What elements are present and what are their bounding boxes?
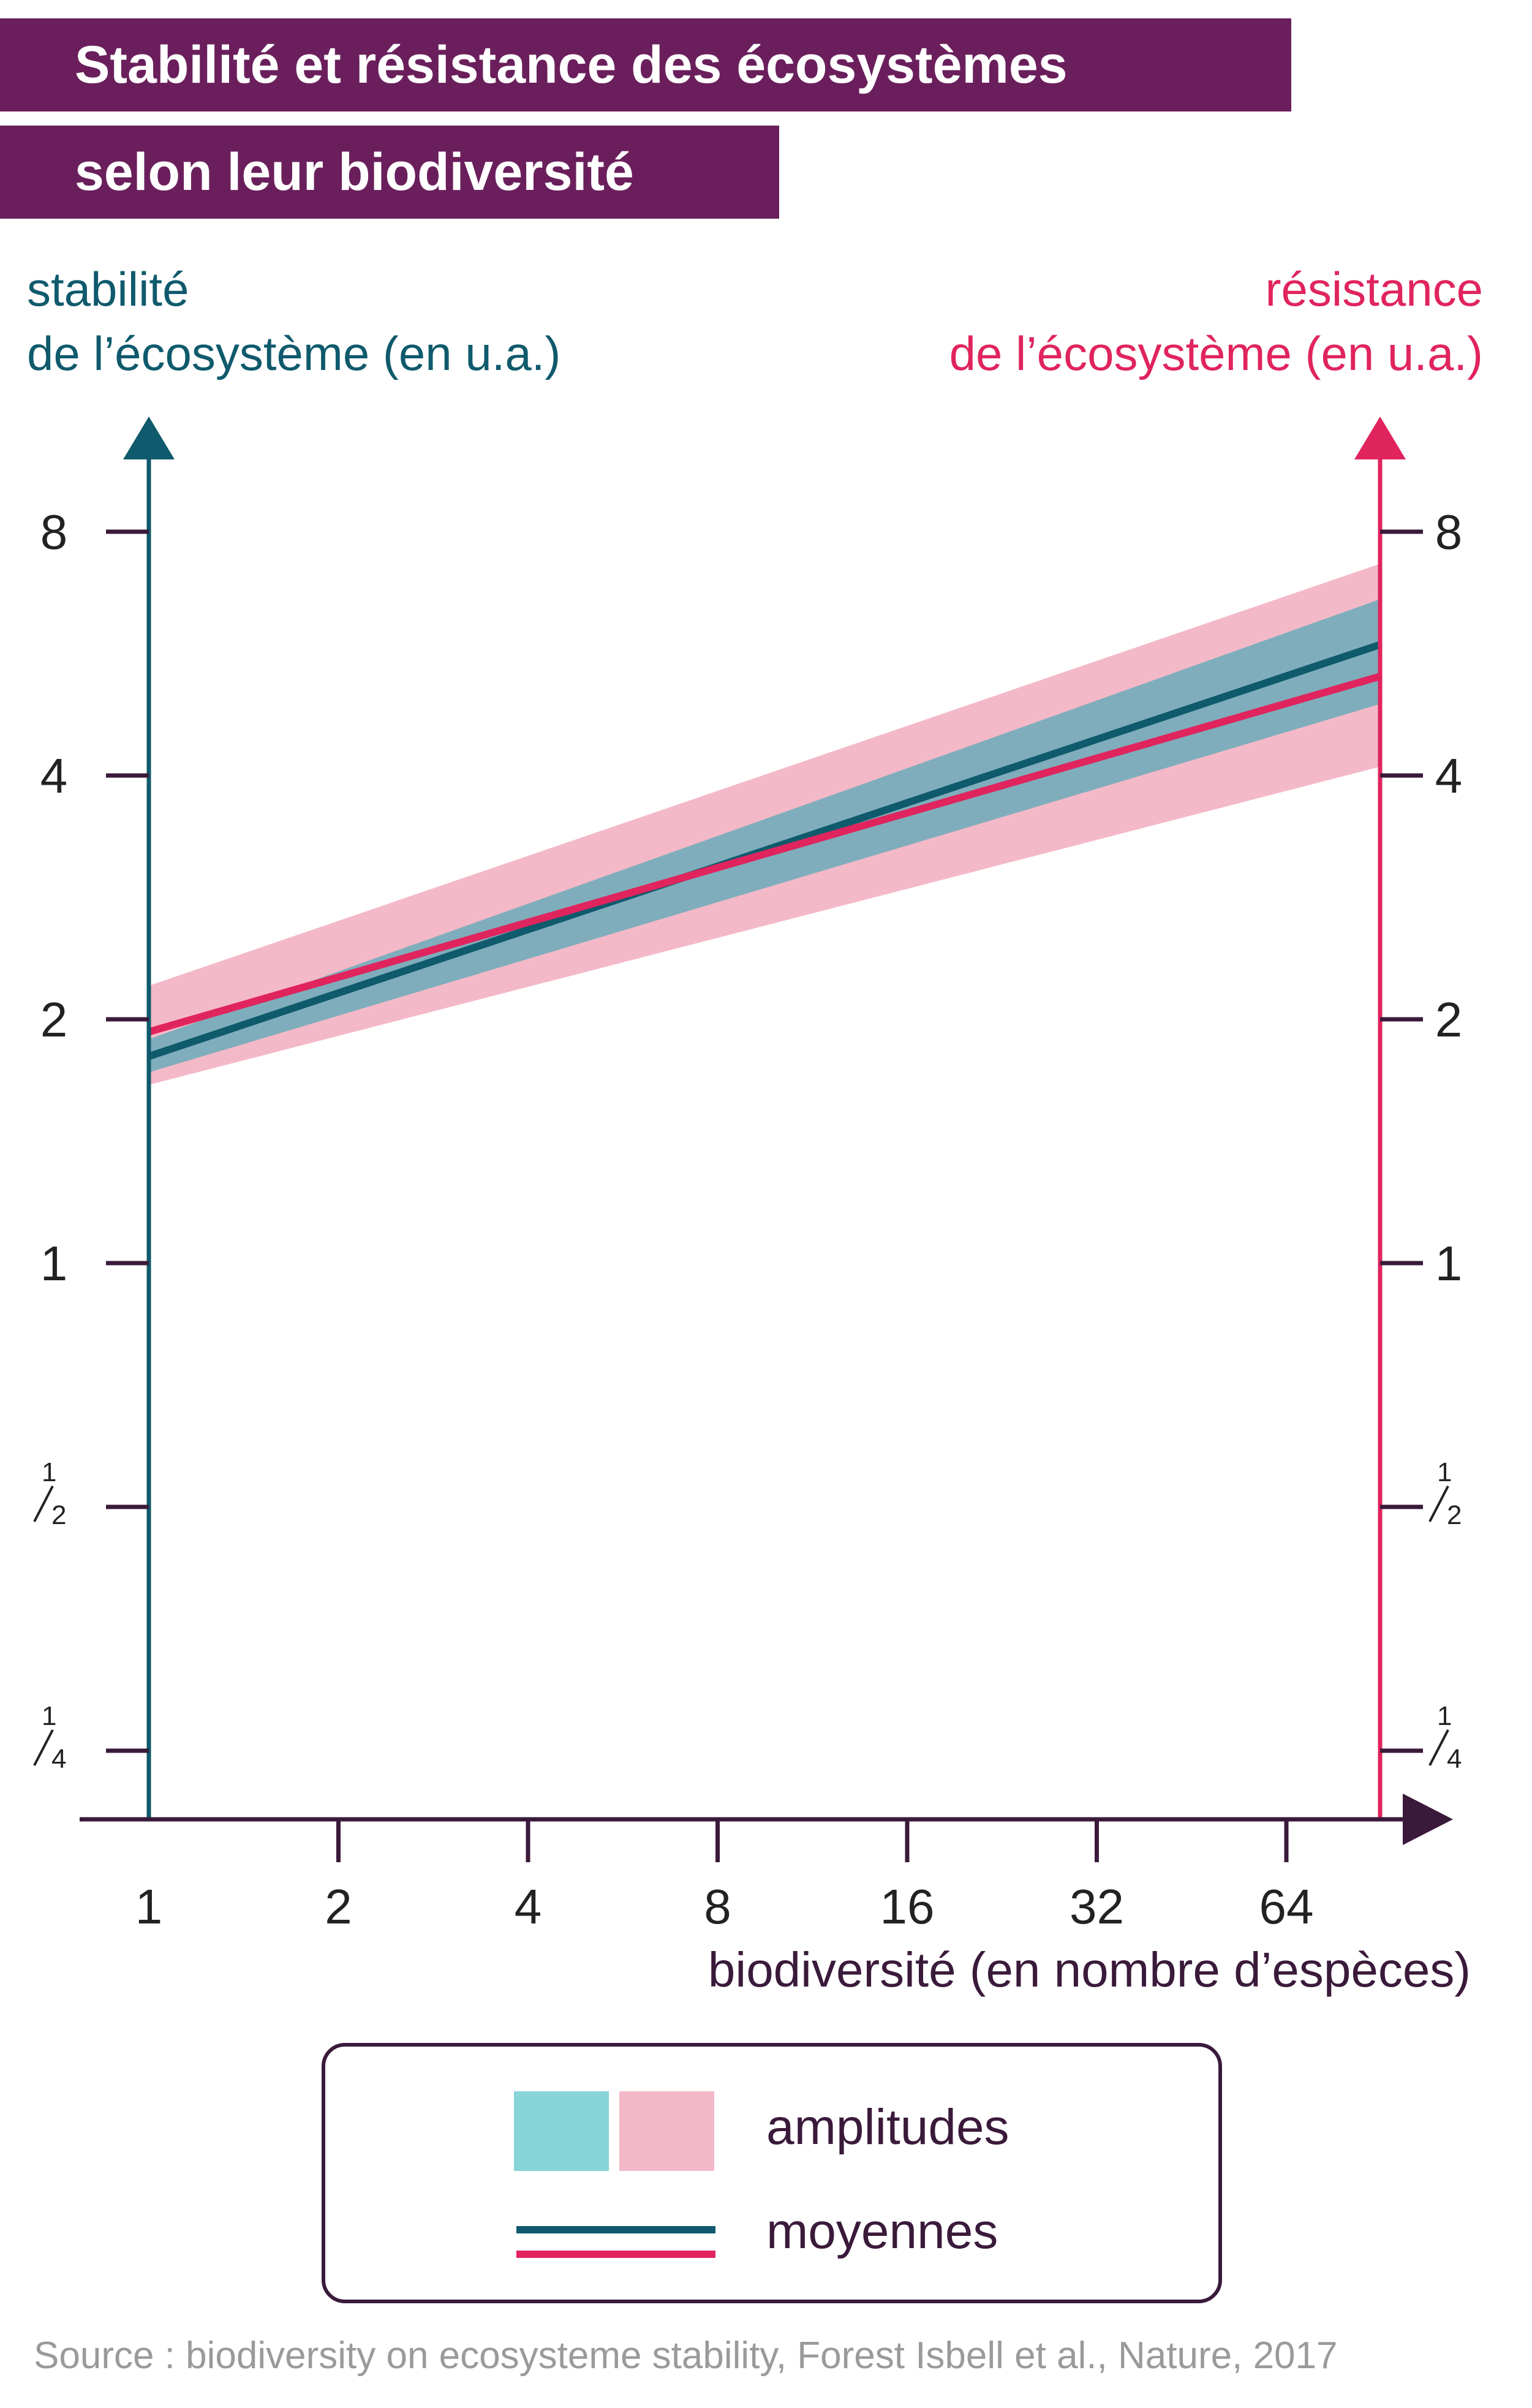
left-axis-tick-label: 1 — [40, 1236, 68, 1291]
legend-label-moyennes: moyennes — [766, 2203, 998, 2259]
x-axis-title: biodiversité (en nombre d’espèces) — [708, 1942, 1471, 1997]
title-line-2: selon leur biodiversité — [0, 126, 779, 219]
x-axis-tick-label: 64 — [1259, 1879, 1314, 1934]
x-axis-tick-label: 4 — [515, 1879, 542, 1934]
svg-text:2: 2 — [1447, 1500, 1462, 1530]
source-note: Source : biodiversity on ecosysteme stab… — [34, 2334, 1338, 2377]
left-axis-title-line1: stabilité — [27, 262, 189, 316]
right-axis-title-line1: résistance — [1265, 262, 1484, 316]
left-axis-title-line2: de l’écosystème (en u.a.) — [27, 326, 561, 380]
legend-line-stability — [516, 2226, 715, 2233]
svg-text:4: 4 — [51, 1744, 66, 1774]
left-axis-tick-label: 8 — [40, 505, 68, 559]
left-axis-tick-label: 12 — [33, 1457, 66, 1530]
legend-label-amplitudes: amplitudes — [766, 2099, 1009, 2155]
svg-text:1: 1 — [1437, 1457, 1452, 1487]
right-axis-tick-label: 14 — [1428, 1701, 1462, 1774]
right-axis-tick-label: 2 — [1435, 992, 1463, 1047]
right-axis-tick-label: 4 — [1435, 749, 1463, 803]
right-axis-arrow-icon — [1354, 417, 1406, 459]
left-axis-tick-label: 2 — [40, 992, 68, 1047]
legend: amplitudes moyennes — [322, 2043, 1222, 2303]
svg-text:4: 4 — [1447, 1744, 1462, 1774]
resistance-mean-line — [148, 673, 1381, 1036]
legend-swatch-resistance-band — [619, 2091, 714, 2171]
x-axis-tick-label: 8 — [704, 1879, 731, 1934]
svg-text:1: 1 — [1437, 1701, 1452, 1731]
x-axis-tick-label: 2 — [325, 1879, 352, 1934]
svg-text:1: 1 — [42, 1701, 56, 1731]
stability-amplitude-band — [149, 599, 1380, 1073]
title-line-1: Stabilité et résistance des écosystèmes — [0, 18, 1291, 111]
x-axis-arrow-icon — [1403, 1794, 1453, 1845]
x-axis-tick-label: 16 — [880, 1879, 935, 1934]
left-axis-title: stabilité de l’écosystème (en u.a.) — [27, 257, 560, 386]
svg-text:2: 2 — [51, 1500, 66, 1530]
right-axis-tick-label: 8 — [1435, 505, 1463, 559]
legend-line-resistance — [516, 2251, 715, 2258]
left-axis-tick-label: 4 — [40, 749, 68, 803]
mean-lines — [148, 641, 1381, 1060]
amplitude-bands — [149, 564, 1380, 1085]
right-axis-title-line2: de l’écosystème (en u.a.) — [949, 326, 1483, 380]
x-axis-tick-label: 32 — [1070, 1879, 1124, 1934]
right-axis-tick-label: 12 — [1428, 1457, 1462, 1530]
left-axis-tick-label: 14 — [33, 1701, 66, 1774]
legend-swatch-stability-band — [514, 2091, 609, 2171]
left-axis-arrow-icon — [123, 417, 175, 459]
svg-text:1: 1 — [42, 1457, 56, 1487]
right-axis-tick-label: 1 — [1435, 1236, 1463, 1291]
right-axis-title: résistance de l’écosystème (en u.a.) — [949, 257, 1483, 386]
x-axis-tick-label: 1 — [135, 1879, 163, 1934]
